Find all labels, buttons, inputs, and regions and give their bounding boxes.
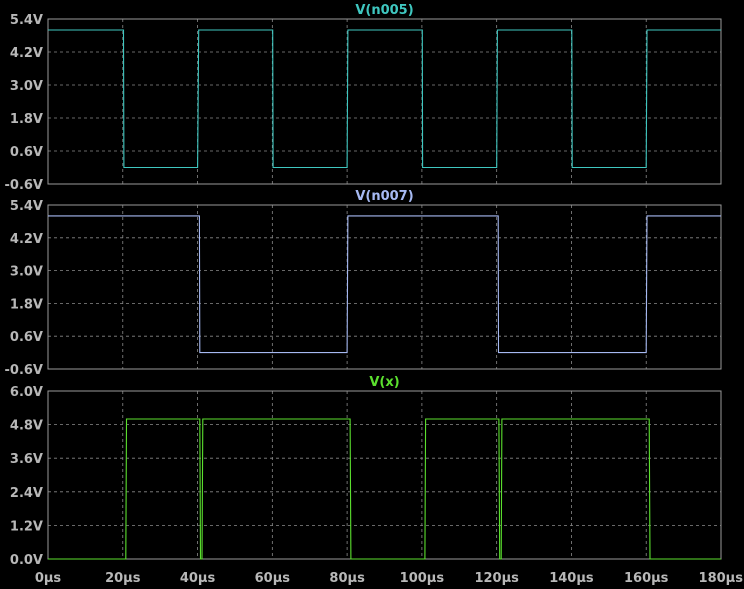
y-tick-label: 3.0V [10, 79, 43, 94]
x-tick-label: 20µs [105, 571, 141, 586]
y-tick-label: 0.6V [10, 145, 43, 160]
y-tick-label: 3.0V [10, 265, 43, 280]
x-tick-label: 120µs [474, 571, 519, 586]
y-tick-label: 1.8V [10, 112, 43, 127]
y-tick-label: 1.8V [10, 297, 43, 312]
x-tick-label: 100µs [400, 571, 445, 586]
y-tick-label: 3.6V [10, 452, 43, 467]
y-tick-label: 0.0V [10, 553, 43, 568]
plot-title: V(n005) [355, 3, 413, 18]
x-tick-label: 60µs [255, 571, 291, 586]
y-tick-label: 4.8V [10, 419, 43, 434]
y-tick-label: -0.6V [5, 363, 44, 378]
y-tick-label: 5.4V [10, 199, 43, 214]
y-tick-label: 6.0V [10, 385, 43, 400]
y-tick-label: 5.4V [10, 13, 43, 28]
plot-title: V(n007) [355, 189, 413, 204]
y-tick-label: 2.4V [10, 486, 43, 501]
x-tick-label: 180µs [699, 571, 744, 586]
series-line [48, 418, 721, 560]
plot-frame [47, 204, 722, 370]
y-tick-label: 1.2V [10, 519, 43, 534]
plot-title: V(x) [369, 375, 399, 390]
series-line [48, 215, 721, 354]
y-tick-label: 4.2V [10, 46, 43, 61]
y-tick-label: 0.6V [10, 330, 43, 345]
x-tick-label: 40µs [180, 571, 216, 586]
series-line [48, 29, 721, 169]
x-tick-label: 140µs [549, 571, 594, 586]
plot-frame [47, 390, 722, 560]
y-tick-label: -0.6V [5, 178, 44, 193]
y-tick-label: 4.2V [10, 232, 43, 247]
x-tick-label: 160µs [624, 571, 669, 586]
x-tick-label: 80µs [329, 571, 365, 586]
plot-frame [47, 18, 722, 185]
x-tick-label: 0µs [35, 571, 62, 586]
